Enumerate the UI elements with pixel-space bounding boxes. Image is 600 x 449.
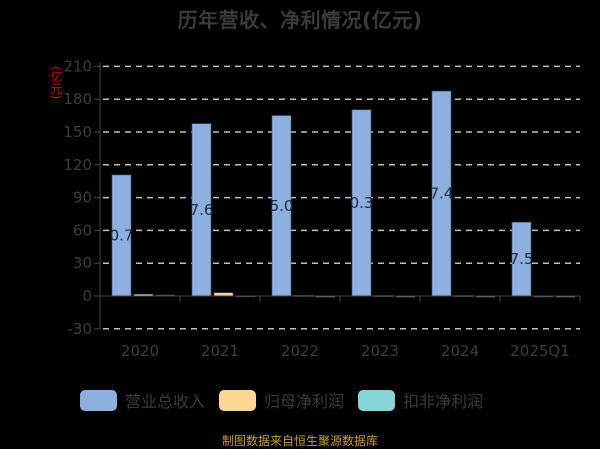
x-tick-label: 2020 — [121, 342, 159, 360]
bar-value-label: 7.6 — [190, 201, 214, 219]
bar-value-label: 7.5 — [510, 250, 534, 268]
x-tick-label: 2023 — [361, 342, 399, 360]
y-tick-label: -30 — [68, 320, 93, 338]
y-tick-label: 180 — [63, 90, 92, 108]
axes — [99, 62, 580, 329]
y-tick-label: 0 — [82, 287, 92, 305]
legend-swatch-net-profit — [219, 389, 257, 411]
y-tick-label: 120 — [63, 156, 92, 174]
bar-value-label: 5.0 — [270, 197, 294, 215]
legend-item-revenue[interactable]: 营业总收入 — [80, 388, 205, 412]
y-tick-label: 150 — [63, 123, 92, 141]
bar-value-label: 7.4 — [430, 185, 454, 203]
legend: 营业总收入 归母净利润 扣非净利润 — [80, 388, 497, 412]
legend-label: 归母净利润 — [264, 392, 345, 411]
legend-label: 营业总收入 — [125, 392, 206, 411]
bar-value-label: 0.3 — [350, 194, 374, 212]
y-axis-ticks: 210 180 150 120 90 60 30 0 -30 — [63, 57, 100, 338]
bars — [111, 90, 576, 298]
y-axis-label: (亿元) — [49, 66, 63, 100]
x-tick-label: 2021 — [201, 342, 239, 360]
chart-title: 历年营收、净利情况(亿元) — [177, 8, 423, 32]
legend-swatch-revenue — [80, 389, 117, 411]
x-tick-label: 2022 — [281, 342, 319, 360]
gridlines — [103, 65, 580, 330]
y-tick-label: 90 — [73, 189, 92, 207]
y-tick-label: 60 — [73, 221, 92, 239]
legend-label: 扣非净利润 — [403, 392, 484, 411]
data-source-footer: 制图数据来自恒生聚源数据库 — [221, 434, 378, 448]
x-axis-ticks: 2020 2021 2022 2023 2024 2025Q1 — [121, 296, 581, 360]
x-tick-label: 2024 — [441, 342, 479, 360]
x-tick-label: 2025Q1 — [510, 342, 570, 360]
bar-value-label: 0.7 — [110, 226, 134, 244]
y-tick-label: 30 — [73, 254, 92, 272]
legend-swatch-deducted-net-profit — [358, 389, 396, 411]
bar-value-labels: 0.7 7.6 5.0 0.3 7.4 7.5 — [110, 185, 534, 269]
y-tick-label: 210 — [63, 57, 92, 75]
legend-item-deducted-net-profit[interactable]: 扣非净利润 — [358, 388, 483, 412]
legend-item-net-profit[interactable]: 归母净利润 — [219, 388, 344, 412]
